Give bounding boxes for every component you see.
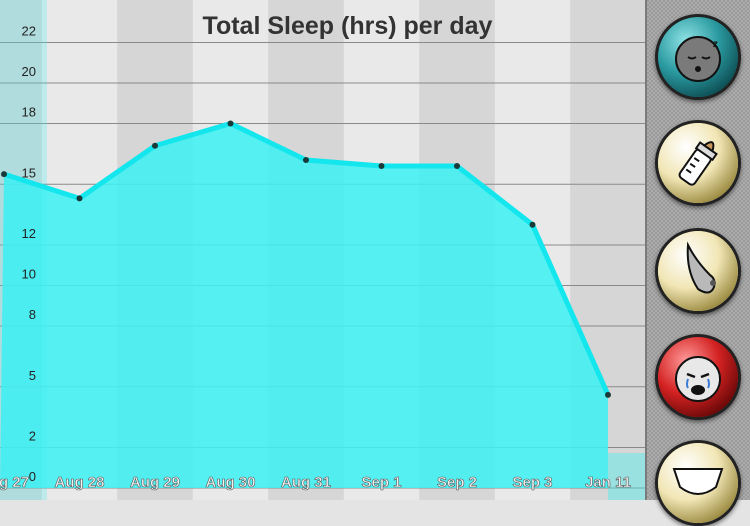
data-point [454, 163, 460, 170]
chart-title: Total Sleep (hrs) per day [202, 12, 493, 40]
category-sidebar: z [645, 0, 750, 526]
chart-area: 0 2 5 8 10 12 15 18 20 22 Aug 27 Aug 28 Aug 29 Aug 30… [0, 0, 645, 500]
sleep-button[interactable]: z [655, 14, 741, 100]
data-point [1, 171, 7, 178]
x-tick-label: Sep 2 [437, 474, 477, 491]
x-tick-label: Aug 29 [130, 474, 180, 491]
data-point [529, 221, 536, 228]
y-tick-label: 2 [29, 429, 36, 444]
breast-icon [658, 231, 738, 311]
data-point [303, 156, 309, 163]
svg-text:z: z [713, 39, 718, 50]
data-point [152, 142, 158, 149]
area-tail [608, 453, 645, 500]
x-tick-label: Aug 27 [0, 474, 29, 491]
y-tick-label: 22 [22, 24, 36, 39]
x-tick-label: Aug 30 [205, 474, 255, 491]
x-tick-label: Aug 28 [54, 474, 104, 491]
sleeping-baby-icon: z [658, 17, 738, 97]
y-tick-label: 8 [29, 307, 36, 322]
breastfeeding-button[interactable] [655, 228, 741, 314]
data-point [378, 163, 385, 170]
x-tick-label: Jan 11 [585, 474, 631, 491]
x-tick-label: Aug 31 [281, 474, 331, 491]
crying-button[interactable] [655, 334, 741, 420]
data-point [227, 120, 234, 127]
y-tick-label: 12 [22, 226, 36, 241]
y-tick-label: 15 [22, 165, 36, 180]
diaper-button[interactable] [655, 440, 741, 526]
data-point [76, 195, 83, 202]
selected-column-highlight [0, 0, 47, 500]
sleep-area [0, 123, 608, 488]
y-tick-label: 5 [29, 368, 36, 383]
data-point [605, 391, 611, 398]
diaper-icon [658, 443, 738, 523]
y-tick-label: 10 [22, 267, 36, 282]
x-tick-label: Sep 1 [361, 474, 401, 491]
crying-baby-icon [658, 337, 738, 417]
x-tick-label: Sep 3 [512, 474, 552, 491]
feeding-bottle-button[interactable] [655, 120, 741, 206]
y-tick-label: 18 [22, 105, 36, 120]
y-tick-label: 0 [29, 469, 36, 484]
sleep-chart: 0 2 5 8 10 12 15 18 20 22 Aug 27 Aug 28 Aug 29 Aug 30… [0, 0, 645, 500]
y-tick-label: 20 [22, 64, 36, 79]
baby-bottle-icon [658, 123, 738, 203]
